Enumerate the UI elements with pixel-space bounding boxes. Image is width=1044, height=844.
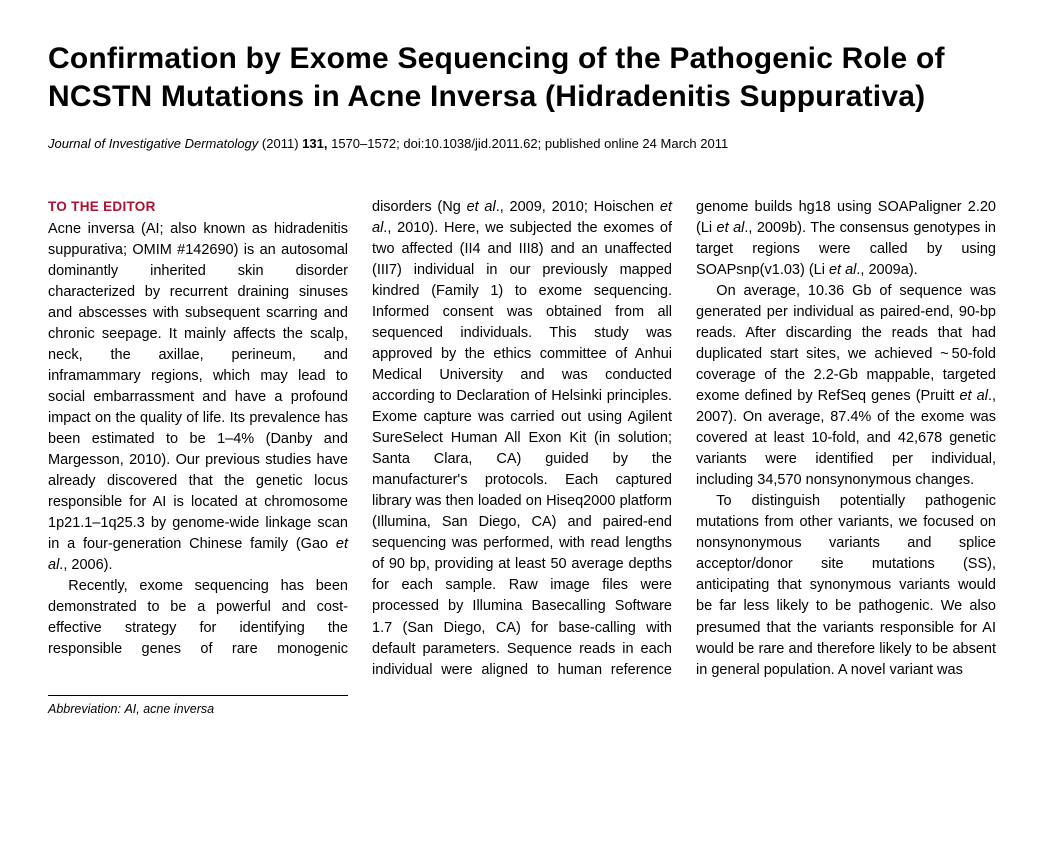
article-title: Confirmation by Exome Sequencing of the … xyxy=(48,40,996,115)
citation-line: Journal of Investigative Dermatology (20… xyxy=(48,135,996,153)
citation-published: published online 24 March 2011 xyxy=(545,136,728,151)
paragraph-3: On average, 10.36 Gb of sequence was gen… xyxy=(696,281,996,491)
citation-doi: doi:10.1038/jid.2011.62; xyxy=(403,136,541,151)
abbreviation-text: AI, acne inversa xyxy=(124,702,214,716)
journal-name: Journal of Investigative Dermatology xyxy=(48,136,258,151)
paragraph-4: To distinguish potentially patho­genic m… xyxy=(696,491,996,680)
abbreviation-footer: Abbreviation: AI, acne inversa xyxy=(48,695,348,716)
body-columns: TO THE EDITOR Acne inversa (AI; also kno… xyxy=(48,197,996,680)
paragraph-1: Acne inversa (AI; also known as hidraden… xyxy=(48,219,348,576)
citation-year: (2011) xyxy=(262,136,299,151)
citation-volume: 131, xyxy=(302,136,327,151)
abbreviation-label: Abbreviation: xyxy=(48,702,121,716)
editor-label: TO THE EDITOR xyxy=(48,197,348,217)
citation-pages: 1570–1572; xyxy=(331,136,400,151)
